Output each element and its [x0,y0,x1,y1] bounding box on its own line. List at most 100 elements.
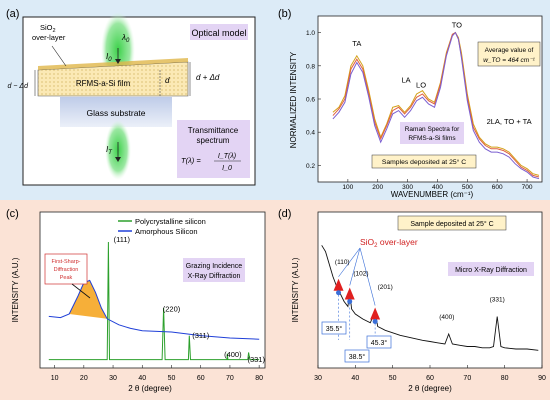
chart-d-xtick-label: 50 [389,375,397,382]
chart-c-peak-label: (400) [224,350,242,359]
chart-b-xtick-label: 500 [462,184,473,191]
sample-note-box [397,215,507,231]
avg-line-2: w_TO = 464 cm⁻¹ [483,57,535,64]
chart-c-peak-label: (111) [114,235,131,244]
chart-b-peak-label: TO [452,21,462,30]
formula-num: I_T(λ) [218,153,236,160]
chart-b-series-line [332,31,540,178]
raman-line-2: RFMS-a-Si films [408,135,456,142]
chart-d-xtick-label: 80 [501,375,509,382]
chart-d-frame [317,211,543,369]
chart-b-ytick-label: 1.0 [306,30,315,37]
chart-b-xtick-label: 100 [342,184,353,191]
overlayer-label-2: over-layer [32,33,66,42]
fsdp-line-3: Peak [60,275,73,281]
overlayer-label: SiO2 [40,23,56,34]
chart-b-series-line [332,31,540,180]
chart-d-peak-label: (201) [378,284,393,291]
chart-c-xlabel: 2 θ (degree) [128,384,172,393]
legend-poly-label: Polycrystalline silicon [135,217,206,226]
transmittance-title-2: spectrum [197,136,230,145]
it-arrowhead-icon [115,157,121,162]
formula-den: I_0 [222,165,232,172]
chart-b-ylabel: NORMALIZED INTENSITY [289,51,298,148]
chart-b-xtick-label: 200 [372,184,383,191]
angle-label: 35.5° [326,325,343,333]
io-arrowhead-icon [115,59,121,64]
avg-line-1: Average value of [485,47,534,54]
chart-c-frame [39,211,266,369]
chart-b-xtick-label: 300 [402,184,413,191]
chart-c-xtick-label: 80 [255,375,263,382]
chart-c-xtick-label: 70 [226,375,234,382]
transmittance-title: Transmittance [188,126,239,135]
chart-c-peak-label: (331) [247,355,265,364]
angle-label-box [366,335,392,349]
samples-note: Samples deposited at 25° C [382,158,466,166]
film-label: RFMS-a-Si film [76,79,131,88]
angle-label: 38.5° [349,353,366,361]
panel-c: (c) 10 20 30 40 50 60 70 80 (111) (220) (311) (400)… [6,208,265,393]
panel-d: (d) 30 40 50 60 70 80 90 35.5° 38.5° 45.3° (110)(1… [278,208,546,393]
chart-d-ylabel: INTENSITY (A.U.) [291,257,300,322]
raman-box [400,122,464,144]
fsdp-box [44,253,88,285]
panel-b-tag: (b) [278,8,291,20]
samples-box [371,154,477,169]
chart-b-xtick-label: 700 [522,184,533,191]
chart-b-xtick-label: 400 [432,184,443,191]
sio2-layer [38,58,188,70]
chart-b-plot: 100 200 300 400 500 600 700 0.2 0.4 0.6 0.8 1.0 TA LA… [306,21,540,191]
sio2-pointer [349,247,361,286]
raman-line-1: Raman Spectra for [405,126,460,133]
chart-c-series-line [48,279,260,340]
sio2-peak-marker-icon [370,307,381,320]
gi-box [183,258,245,282]
substrate-label: Glass substrate [86,108,145,118]
chart-d-plot: 30 40 50 60 70 80 90 35.5° 38.5° 45.3° (110)(102) (… [314,245,546,382]
fsdp-area [69,280,108,319]
chart-c-xtick-label: 10 [51,375,59,382]
chart-d-peak-label: (331) [490,297,505,304]
chart-b-ytick-label: 0.2 [306,163,315,170]
fsdp-line-2: Diffraction [54,267,79,273]
chart-d-xtick-label: 70 [463,375,471,382]
panel-b: (b) 100 200 300 400 500 600 700 0.2 0.4 0.6 0.8 1.0… [278,8,543,199]
chart-b-ytick-label: 0.6 [306,97,315,104]
legend-amor-label: Amorphous Silicon [135,227,198,236]
chart-c-peak-label: (220) [163,305,181,314]
sio2-pointer [359,247,376,306]
chart-c-xtick-label: 50 [168,375,176,382]
chart-b-second-order-label: 2LA, TO + TA [487,117,532,126]
chart-b-peak-label: TA [352,39,361,48]
panel-a: (a) Optical model SiO2 over-layer λ0 I0 … [6,8,256,186]
chart-c-ylabel: INTENSITY (A.U.) [11,257,20,322]
sio2-peak-marker-icon [333,278,344,291]
sio2-pointer [338,247,361,277]
chart-c-xtick-label: 60 [197,375,205,382]
chart-d-peak-label: (400) [439,314,454,321]
d-plus-label: d + Δd [196,73,220,82]
chart-c-xtick-label: 30 [109,375,117,382]
chart-c-plot: 10 20 30 40 50 60 70 80 (111) (220) (311) (400) (331… [48,235,265,382]
chart-d-xlabel: 2 θ (degree) [408,384,452,393]
chart-b-xlabel: WAVENUMBER (cm⁻¹) [391,190,474,199]
fsdp-line-1: First-Sharp- [51,259,80,265]
chart-d-peak-label: (110) [335,259,350,266]
sio2-peak-dot-icon [347,299,353,304]
formula-lhs: T(λ) = [181,156,201,165]
panel-c-tag: (c) [6,208,19,220]
chart-d-xtick-label: 30 [314,375,322,382]
d-label: d [165,76,170,85]
chart-b-xtick-label: 600 [492,184,503,191]
chart-c-xtick-label: 20 [80,375,88,382]
sio2-overlayer-label: SiO2 over-layer [360,237,418,249]
chart-d-xtick-label: 90 [538,375,546,382]
angle-label: 45.3° [371,339,388,347]
chart-d-xtick-label: 40 [351,375,359,382]
chart-c-series-line [48,241,260,361]
chart-b-ytick-label: 0.4 [306,130,315,137]
chart-d-peak-label: (102) [353,270,368,277]
angle-label-box [344,349,370,363]
